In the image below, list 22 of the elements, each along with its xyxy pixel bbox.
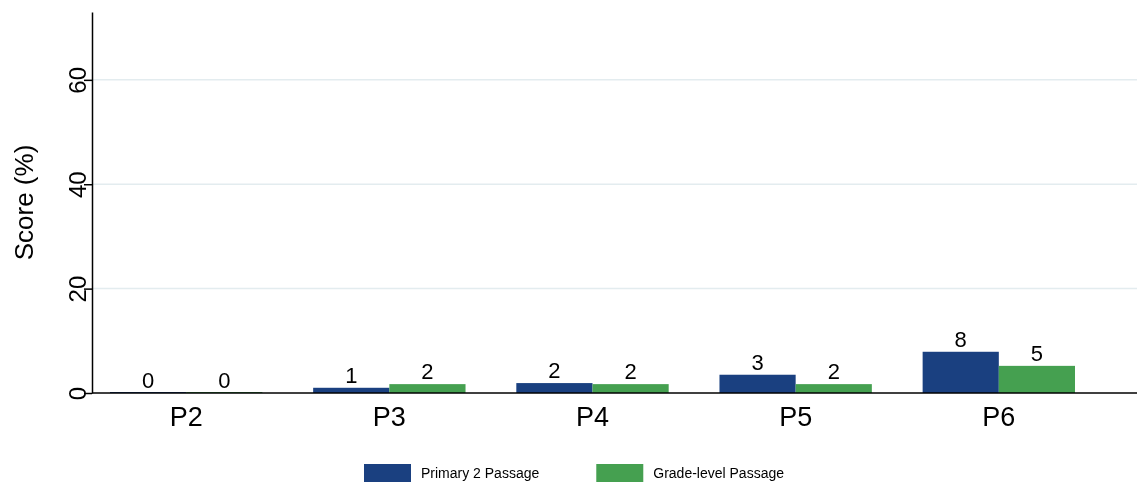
x-tick-label: P5: [779, 401, 813, 432]
y-tick-label: 40: [64, 171, 92, 199]
data-label: 5: [1030, 340, 1044, 366]
x-tick-label: P3: [372, 401, 406, 432]
data-label: 2: [624, 359, 637, 385]
x-tick-label: P6: [982, 401, 1016, 432]
y-tick-label: 20: [64, 275, 92, 303]
data-label: 1: [345, 362, 358, 388]
data-label: 3: [751, 349, 764, 375]
data-label: 8: [954, 326, 967, 352]
data-label: 0: [141, 368, 155, 393]
data-label: 2: [421, 359, 434, 385]
x-tick-label: P4: [575, 401, 610, 432]
data-label: 2: [548, 358, 561, 384]
legend-label: Grade-level Passage: [653, 465, 785, 481]
data-label: 2: [827, 359, 840, 385]
data-label: 0: [218, 368, 231, 393]
y-tick-label: 0: [64, 386, 92, 401]
y-axis-title: Score (%): [9, 144, 39, 261]
y-tick-label: 60: [64, 67, 92, 94]
legend-label: Primary 2 Passage: [421, 465, 540, 481]
x-tick-label: P2: [169, 401, 203, 432]
